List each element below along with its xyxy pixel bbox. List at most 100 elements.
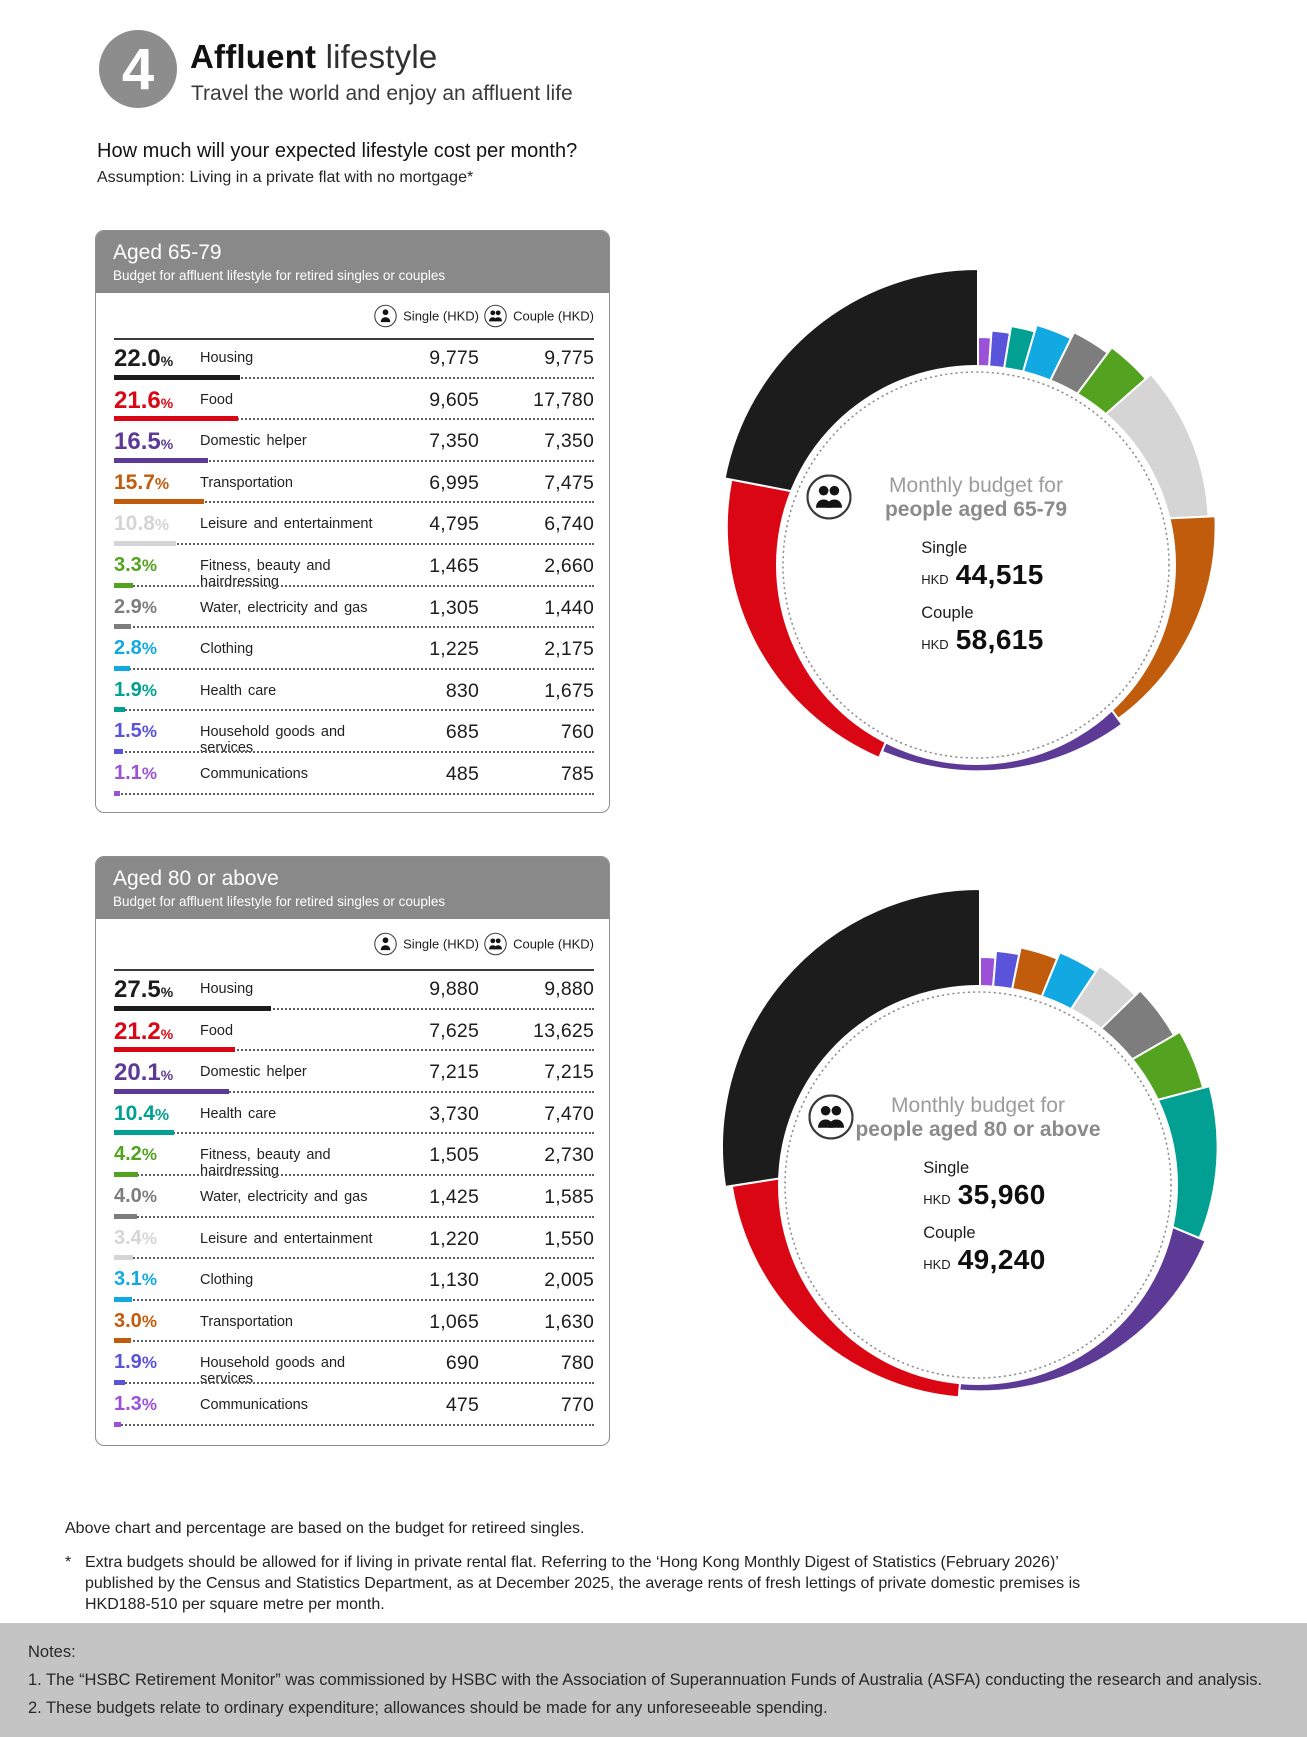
table-row: 1.5% Household goods and services 685 760 (114, 714, 594, 756)
step-number: 4 (121, 36, 155, 102)
assumption-text: Assumption: Living in a private flat wit… (97, 169, 474, 186)
percent-bar (114, 1379, 125, 1385)
percent-value: 4.0% (114, 1184, 157, 1207)
single-total-value: 35,960 (957, 1179, 1046, 1210)
category-label: Health care (200, 682, 277, 699)
asterisk-footnote-text: Extra budgets should be allowed for if l… (85, 1554, 1081, 1613)
donut-hole (778, 985, 1178, 1385)
single-value: 485 (445, 762, 479, 785)
row-leader (114, 1379, 594, 1385)
table-row: 27.5% Housing 9,880 9,880 (114, 971, 594, 1013)
note-1: 1. The “HSBC Retirement Monitor” was com… (28, 1671, 1263, 1689)
couple-persons-icon (484, 932, 507, 956)
percent-value: 20.1% (114, 1059, 174, 1087)
category-label: Clothing (200, 641, 254, 658)
percent-value: 2.8% (114, 637, 157, 660)
couple-total-value: 58,615 (955, 624, 1044, 655)
single-value: 1,305 (429, 596, 479, 619)
single-label: Single (923, 1159, 970, 1177)
category-label: Water, electricity and gas (200, 599, 368, 616)
single-value: 7,215 (429, 1061, 479, 1084)
row-leader (114, 1421, 594, 1427)
donut-hole-dotted-border (784, 991, 1172, 1379)
dotted-leader (114, 1423, 594, 1426)
couple-value: 17,780 (533, 388, 594, 411)
row-leader (114, 1005, 594, 1011)
couple-value: 9,775 (544, 347, 594, 369)
donut-totals: Single HKD 44,515 Couple HKD 58,615 (806, 474, 1044, 656)
donut-chart-svg (723, 267, 1217, 773)
percent-value: 2.9% (114, 595, 157, 618)
table-row: 2.8% Clothing 1,225 2,175 (114, 631, 594, 673)
single-value: 6,995 (429, 471, 479, 494)
column-headers: Single (HKD) Couple (HKD) (96, 919, 609, 969)
dotted-leader (114, 584, 594, 587)
percent-value: 21.6% (114, 386, 174, 414)
row-leader (114, 1171, 594, 1177)
couple-icon-glyph (484, 304, 507, 327)
card-title: Aged 65-79 (113, 241, 222, 264)
budget-table: 22.0% Housing 9,775 9,775 21.6% Food 9,605 17,7… (114, 338, 594, 798)
percent-value: 27.5% (114, 976, 174, 1003)
percent-bar (114, 540, 176, 546)
couple-column-header: Couple (HKD) (484, 304, 594, 327)
row-leader (114, 790, 594, 796)
page-title: Affluent lifestyle (190, 38, 437, 76)
percent-bar (114, 416, 238, 422)
single-value: 475 (445, 1393, 479, 1416)
dotted-leader (114, 667, 594, 670)
couple-value: 6,740 (544, 513, 594, 536)
donut-chart-aged-65-79: Monthly budget for people aged 65-79 Sin… (698, 247, 1258, 807)
table-row: 10.4% Health care 3,730 7,470 (114, 1096, 594, 1138)
category-label: Housing (200, 350, 254, 366)
category-label: Leisure and entertainment (200, 1230, 373, 1247)
card-header: Aged 80 or above Budget for affluent lif… (96, 857, 609, 919)
row-leader (114, 457, 594, 463)
row-leader (114, 1129, 594, 1136)
single-total-value: 44,515 (955, 559, 1044, 590)
dotted-leader (114, 1173, 594, 1176)
dotted-leader (114, 1257, 594, 1260)
category-label: Domestic helper (200, 433, 307, 450)
card-header: Aged 65-79 Budget for affluent lifestyle… (96, 231, 609, 293)
single-total-row: Single HKD 44,515 (806, 474, 1044, 591)
single-total-row: Single HKD 35,960 (808, 1094, 1046, 1211)
percent-bar (114, 1213, 137, 1219)
couple-label: Couple (921, 604, 974, 622)
table-row: 16.5% Domestic helper 7,350 7,350 (114, 423, 594, 465)
percent-value: 10.8% (114, 512, 170, 536)
row-leader (114, 415, 594, 422)
couple-value: 2,175 (544, 638, 594, 661)
couple-persons-icon (484, 304, 507, 327)
single-column-label: Single (HKD) (403, 308, 479, 323)
table-row: 3.4% Leisure and entertainment 1,220 1,550 (114, 1221, 594, 1263)
table-row: 1.3% Communications 475 770 (114, 1387, 594, 1429)
percent-value: 22.0% (114, 345, 174, 372)
dotted-leader (114, 1049, 594, 1052)
dotted-leader (114, 1340, 594, 1343)
row-leader (114, 1296, 594, 1302)
single-value: 1,065 (429, 1310, 479, 1333)
percent-value: 3.0% (114, 1309, 157, 1332)
row-leader (114, 1046, 594, 1053)
dotted-leader (114, 750, 594, 753)
table-row: 1.9% Household goods and services 690 780 (114, 1345, 594, 1387)
category-label: Transportation (200, 1313, 293, 1330)
donut-center-panel: Monthly budget for people aged 80 or abo… (808, 1094, 1148, 1276)
couple-value: 2,005 (544, 1269, 594, 1292)
table-row: 20.1% Domestic helper 7,215 7,215 (114, 1054, 594, 1096)
percent-bar (114, 499, 204, 505)
percent-bar (114, 748, 123, 754)
table-row: 3.0% Transportation 1,065 1,630 (114, 1304, 594, 1346)
percent-bar (114, 1255, 134, 1261)
table-row: 21.2% Food 7,625 13,625 (114, 1013, 594, 1055)
single-value: 1,505 (429, 1144, 479, 1167)
donut-center-line1: Monthly budget for (889, 474, 1063, 497)
category-label: Housing (200, 981, 254, 997)
couple-column-label: Couple (HKD) (513, 308, 594, 323)
table-row: 15.7% Transportation 6,995 7,475 (114, 465, 594, 507)
dotted-leader (114, 1381, 594, 1384)
single-column-header: Single (HKD) (374, 932, 479, 956)
percent-bar (114, 790, 121, 796)
page-title-light: lifestyle (316, 38, 438, 75)
